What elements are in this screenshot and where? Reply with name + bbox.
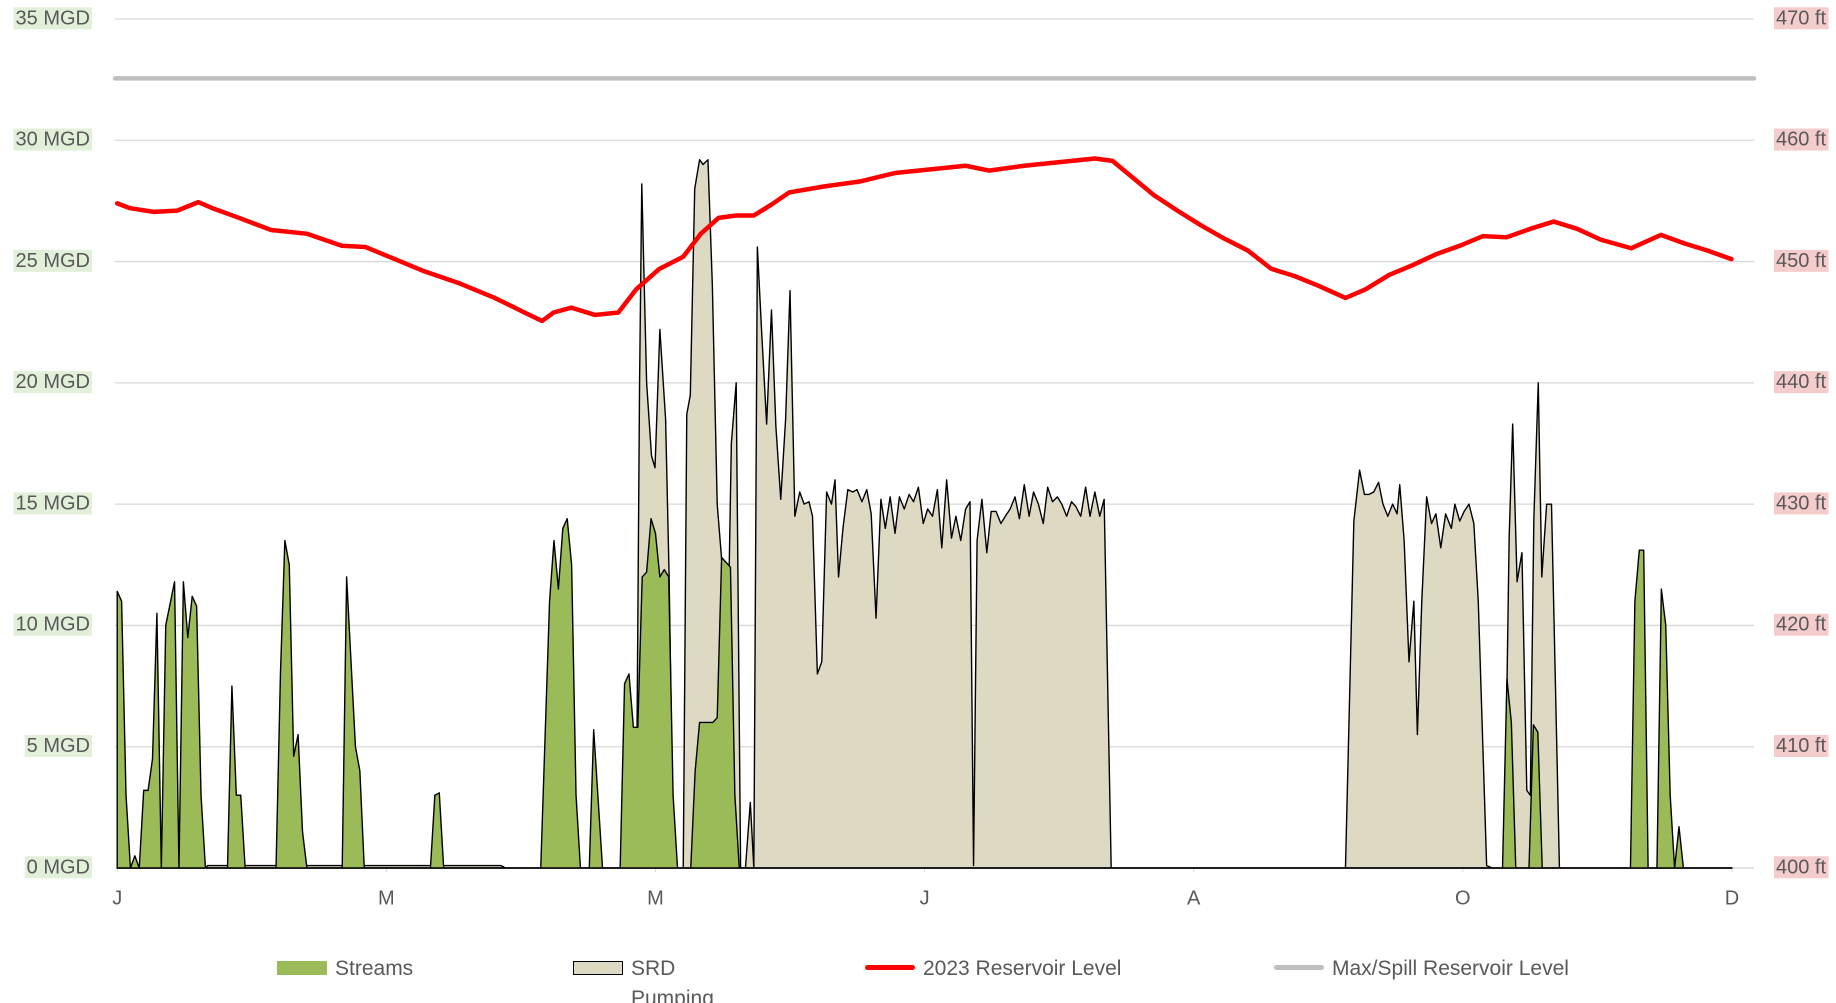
legend-swatch — [277, 961, 327, 975]
y-tick-label: 0 MGD — [27, 856, 90, 878]
y-tick-label: 20 MGD — [16, 371, 90, 393]
labels: 0 MGD 5 MGD 10 MGD 15 MGD 20 MGD 25 MGD 30 MGD… — [13, 7, 1829, 909]
tick-label-bg — [24, 856, 92, 879]
area-series — [116, 517, 1733, 869]
legend-label: Max/Spill Reservoir Level — [1332, 957, 1569, 980]
legend-item: Max/Spill Reservoir Level — [1274, 954, 1569, 984]
y-tick-label: 5 MGD — [27, 735, 90, 757]
y-tick-label: 10 MGD — [16, 614, 90, 636]
legend-label: 2023 Reservoir Level — [923, 957, 1122, 980]
tick-label-bg — [13, 7, 92, 30]
tick-label-bg — [24, 734, 92, 757]
legend-swatch — [865, 965, 915, 970]
x-tick-label: A — [1187, 887, 1201, 909]
tick-label-bg — [13, 371, 92, 394]
tick-label-bg — [1774, 371, 1829, 394]
tick-label-bg — [1774, 856, 1829, 879]
x-tick-label: O — [1455, 887, 1471, 909]
x-tick-label: D — [1725, 887, 1739, 909]
y2-tick-label: 470 ft — [1776, 7, 1826, 29]
tick-label-bg — [13, 249, 92, 272]
legend-label: Streams — [335, 957, 414, 980]
y2-tick-label: 400 ft — [1776, 856, 1826, 878]
x-tick-label: J — [112, 887, 122, 909]
y2-tick-label: 420 ft — [1776, 614, 1826, 636]
tick-label-bg — [13, 128, 92, 151]
y-tick-label: 30 MGD — [16, 129, 90, 151]
tick-label-bg — [1774, 128, 1829, 151]
tick-label-bg — [1774, 7, 1829, 30]
x-tick-label: M — [378, 887, 395, 909]
legend-swatch — [573, 961, 623, 975]
y-tick-label: 15 MGD — [16, 492, 90, 514]
line-series — [114, 156, 1734, 324]
area-series — [116, 158, 1733, 869]
y2-tick-label: 440 ft — [1776, 371, 1826, 393]
tick-label-bg — [1774, 734, 1829, 757]
series-layer — [112, 76, 1757, 869]
tick-label-bg — [13, 492, 92, 515]
legend-item: 2023 Reservoir Level — [865, 954, 1121, 984]
tick-label-bg — [1774, 249, 1829, 272]
tick-label-bg — [1774, 492, 1829, 515]
y2-tick-label: 430 ft — [1776, 492, 1826, 514]
y2-tick-label: 410 ft — [1776, 735, 1826, 757]
legend-swatch — [1274, 965, 1324, 970]
x-tick-label: J — [920, 887, 930, 909]
legend-label: SRD Pumping — [631, 957, 714, 1003]
legend-item: SRD Pumping — [573, 954, 721, 1003]
legend-item: Streams — [277, 954, 413, 984]
y2-tick-label: 460 ft — [1776, 129, 1826, 151]
y-tick-label: 25 MGD — [16, 250, 90, 272]
tick-label-bg — [13, 613, 92, 636]
tick-label-bg — [1774, 613, 1829, 636]
y-tick-label: 35 MGD — [16, 7, 90, 29]
y2-tick-label: 450 ft — [1776, 250, 1826, 272]
x-tick-label: M — [647, 887, 664, 909]
